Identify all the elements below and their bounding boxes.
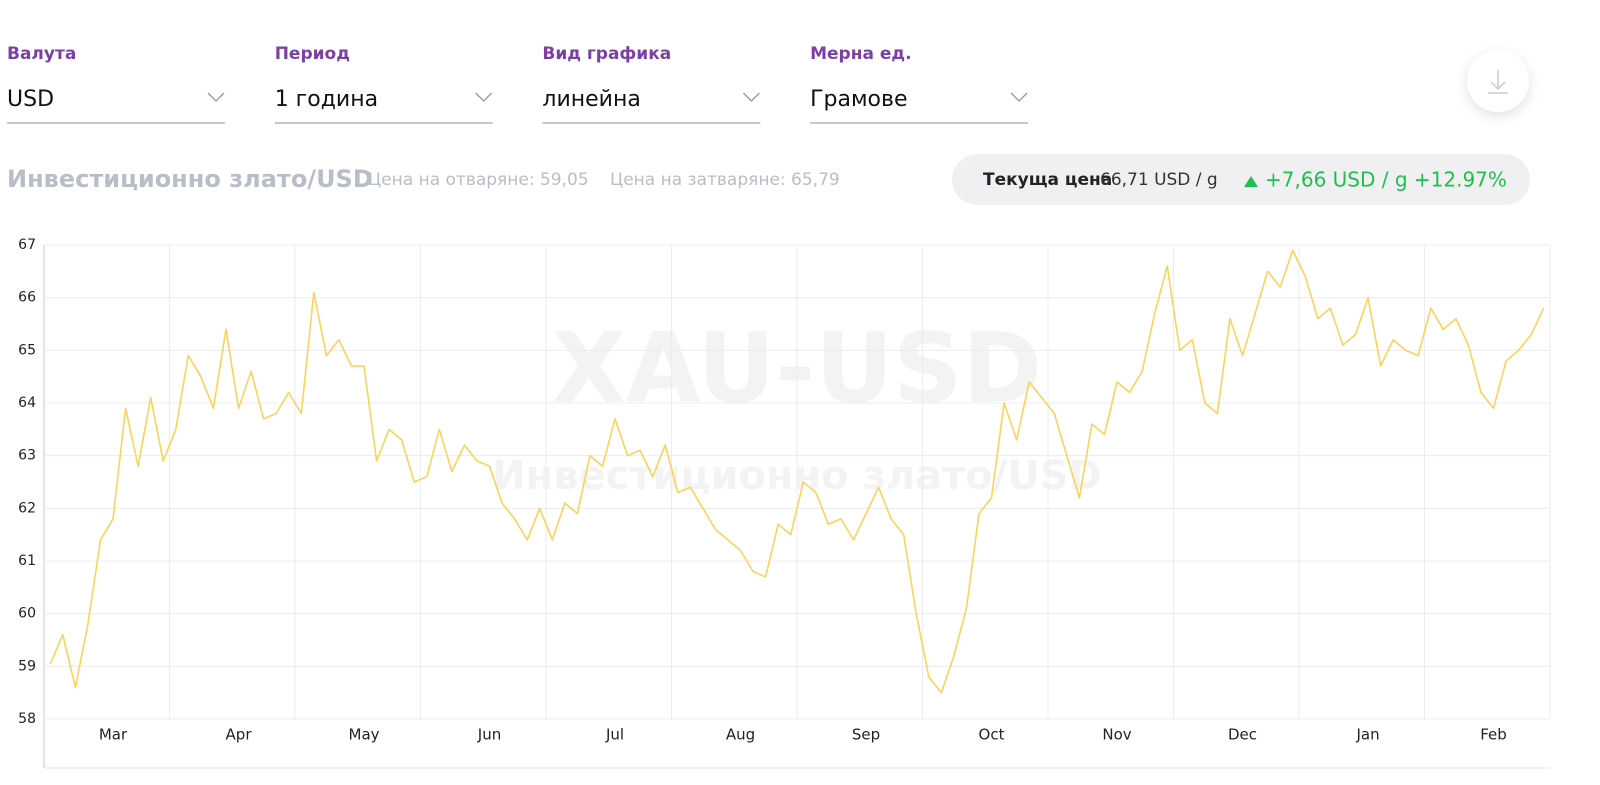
control-label: Период bbox=[275, 44, 350, 64]
current-label: Текуща цена bbox=[983, 170, 1112, 190]
dropdown-chevron[interactable] bbox=[207, 92, 225, 102]
x-tick-label: Oct bbox=[979, 726, 1005, 744]
y-tick-label: 58 bbox=[18, 711, 36, 727]
price-change: +7,66 USD / g +12.97% bbox=[1265, 168, 1507, 192]
control-value[interactable]: USD bbox=[7, 87, 54, 112]
y-tick-label: 62 bbox=[18, 500, 36, 516]
x-tick-label: Jun bbox=[477, 726, 501, 744]
control-value[interactable]: Грамове bbox=[810, 87, 907, 112]
page-title: Инвестиционно злато/USD bbox=[7, 165, 373, 193]
y-tick-label: 66 bbox=[18, 290, 36, 306]
x-tick-label: Nov bbox=[1102, 726, 1131, 744]
y-tick-label: 67 bbox=[18, 237, 36, 253]
x-tick-label: Feb bbox=[1480, 726, 1507, 744]
dropdown-chevron[interactable] bbox=[742, 92, 760, 102]
dropdown-chevron[interactable] bbox=[1010, 92, 1028, 102]
x-tick-label: Jul bbox=[605, 726, 624, 744]
y-tick-label: 64 bbox=[18, 395, 36, 411]
download-button[interactable] bbox=[1467, 50, 1529, 112]
control-value[interactable]: 1 година bbox=[275, 87, 378, 112]
x-tick-label: Jan bbox=[1355, 726, 1379, 744]
price-line bbox=[49, 249, 1545, 694]
x-tick-label: Mar bbox=[99, 726, 128, 744]
x-tick-label: Sep bbox=[852, 726, 880, 744]
download-icon[interactable] bbox=[1488, 70, 1508, 94]
dropdown-chevron[interactable] bbox=[475, 92, 493, 102]
open-price: Цена на отваряне: 59,05 bbox=[368, 170, 589, 190]
y-tick-label: 65 bbox=[18, 342, 36, 358]
price-pill bbox=[952, 154, 1530, 205]
y-tick-label: 61 bbox=[18, 553, 36, 569]
up-arrow bbox=[1244, 176, 1258, 187]
close-price: Цена на затваряне: 65,79 bbox=[610, 170, 840, 190]
control-label: Мерна ед. bbox=[810, 44, 911, 64]
y-tick-label: 59 bbox=[18, 658, 36, 674]
x-tick-label: Apr bbox=[226, 726, 253, 744]
x-tick-label: May bbox=[349, 726, 380, 744]
control-label: Вид графика bbox=[542, 44, 671, 64]
y-tick-label: 63 bbox=[18, 448, 36, 464]
x-tick-label: Aug bbox=[726, 726, 755, 744]
y-tick-label: 60 bbox=[18, 606, 36, 622]
control-value[interactable]: линейна bbox=[542, 87, 640, 112]
x-tick-label: Dec bbox=[1228, 726, 1257, 744]
current-value: 66,71 USD / g bbox=[1100, 170, 1218, 190]
control-label: Валута bbox=[7, 44, 76, 64]
